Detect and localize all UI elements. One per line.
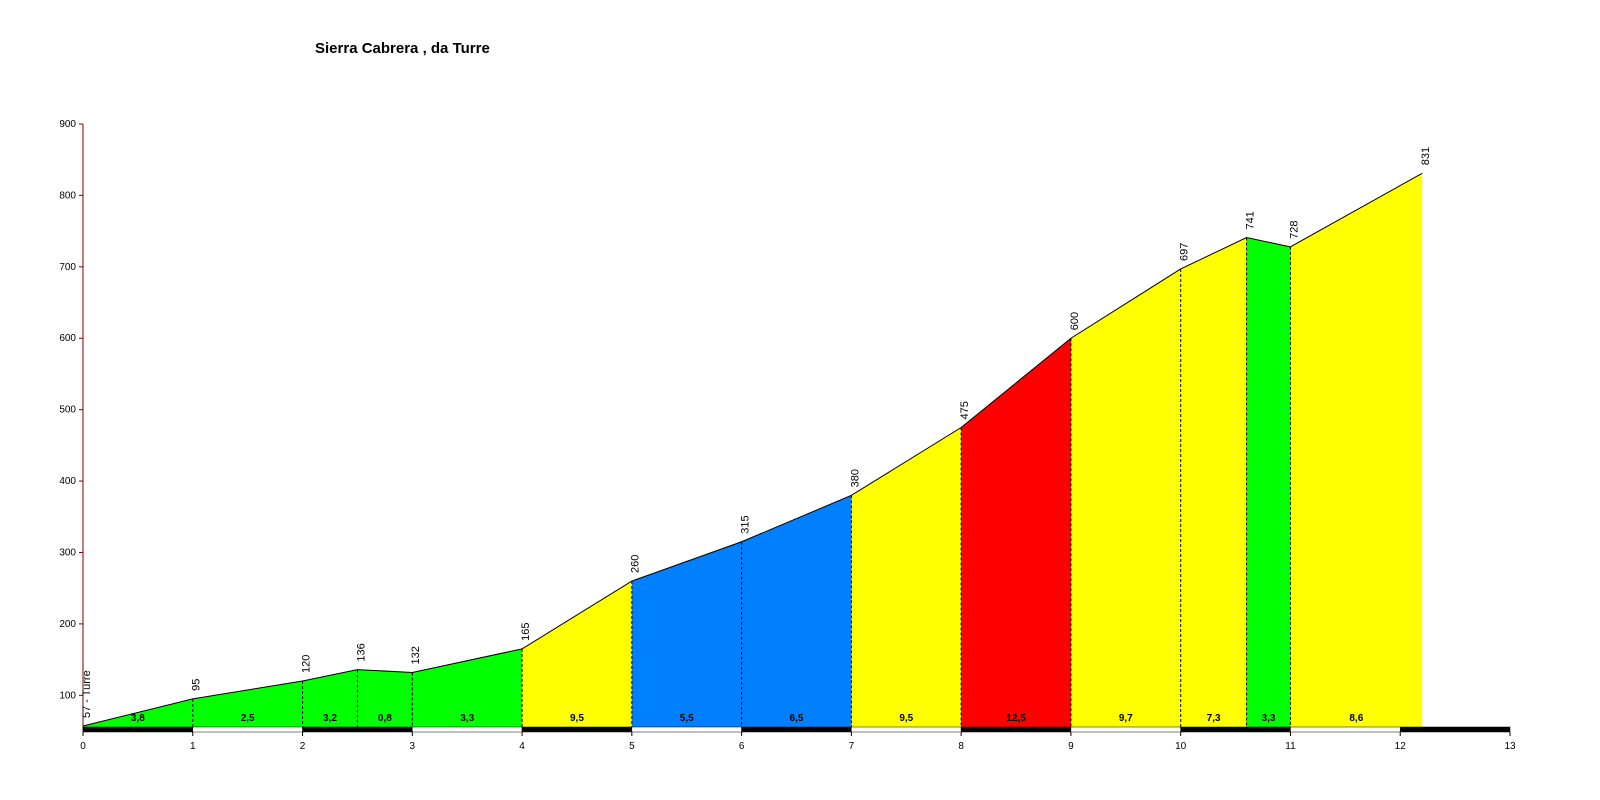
elevation-label: 600 (1069, 312, 1081, 330)
elevation-label: 728 (1288, 220, 1300, 238)
km-stripe (192, 726, 303, 733)
chart-title: Sierra Cabrera , da Turre (315, 40, 490, 57)
x-tick-label: 12 (1395, 741, 1407, 752)
gradient-label: 3,3 (460, 713, 474, 724)
km-stripe (631, 726, 742, 733)
elevation-label: 697 (1179, 243, 1191, 261)
gradient-label: 7,3 (1207, 713, 1221, 724)
gradient-label: 5,5 (680, 713, 694, 724)
segment (357, 669, 413, 731)
profile-line (82, 172, 1423, 727)
segment (412, 648, 523, 731)
x-tick-label: 1 (190, 741, 196, 752)
gradient-label: 3,2 (323, 713, 337, 724)
x-tick-label: 0 (80, 741, 86, 752)
gradient-label: 6,5 (790, 713, 804, 724)
y-tick-label: 500 (59, 405, 76, 416)
x-tick-label: 6 (739, 741, 745, 752)
segment (302, 669, 358, 731)
x-tick-label: 3 (410, 741, 416, 752)
segment (961, 338, 1071, 731)
elevation-label: 380 (849, 469, 861, 487)
y-tick-label: 200 (59, 619, 76, 630)
gradient-label: 3,8 (131, 713, 145, 724)
segment (1070, 268, 1181, 731)
gradient-label: 12,5 (1006, 713, 1026, 724)
x-tick-label: 2 (300, 741, 306, 752)
km-stripe (412, 726, 523, 733)
km-stripe (1070, 726, 1181, 733)
segment (741, 495, 852, 731)
km-stripe (851, 726, 962, 733)
elevation-label: 741 (1244, 211, 1256, 229)
km-stripe (1290, 726, 1401, 733)
y-tick-label: 400 (59, 476, 76, 487)
elevation-label: 120 (300, 655, 312, 673)
y-tick-label: 800 (59, 190, 76, 201)
segment (1246, 237, 1291, 731)
y-tick-label: 600 (59, 333, 76, 344)
x-tick-label: 4 (519, 741, 525, 752)
y-tick-label: 900 (59, 119, 76, 130)
km-stripe (741, 726, 852, 733)
y-tick-label: 300 (59, 547, 76, 558)
elevation-label: 260 (630, 555, 642, 573)
x-tick-label: 10 (1175, 741, 1187, 752)
km-stripe (1399, 726, 1511, 733)
x-tick-label: 11 (1285, 741, 1296, 752)
x-tick-label: 8 (958, 741, 964, 752)
km-stripe (960, 726, 1072, 733)
segment (522, 581, 632, 731)
segment (1180, 237, 1247, 731)
elevation-label: 95 (191, 679, 203, 691)
gradient-label: 8,6 (1349, 713, 1363, 724)
km-stripe (521, 726, 633, 733)
segment (192, 681, 303, 731)
x-tick-label: 7 (849, 741, 855, 752)
x-tick-label: 9 (1068, 741, 1074, 752)
y-tick-label: 100 (59, 690, 76, 701)
x-tick-label: 5 (629, 741, 635, 752)
x-tick-label: 13 (1504, 741, 1516, 752)
gradient-label: 9,7 (1119, 713, 1133, 724)
elevation-label: 57 - Turre (81, 670, 93, 718)
segment (851, 427, 962, 731)
segment (1290, 173, 1423, 732)
gradient-label: 2,5 (241, 713, 255, 724)
gradient-label: 9,5 (899, 713, 913, 724)
gradient-label: 0,8 (378, 713, 392, 724)
km-stripe (1180, 726, 1291, 733)
elevation-label: 136 (355, 643, 367, 661)
elevation-label: 165 (520, 623, 532, 641)
gradient-label: 3,3 (1262, 713, 1276, 724)
elevation-label: 132 (410, 646, 422, 664)
y-tick-label: 700 (59, 262, 76, 273)
segment (631, 541, 742, 731)
elevation-label: 831 (1420, 147, 1432, 165)
segment (83, 698, 193, 731)
km-stripe (302, 726, 413, 733)
km-stripe (82, 726, 194, 733)
gradient-label: 9,5 (570, 713, 584, 724)
elevation-label: 315 (740, 515, 752, 533)
elevation-label: 475 (959, 401, 971, 419)
